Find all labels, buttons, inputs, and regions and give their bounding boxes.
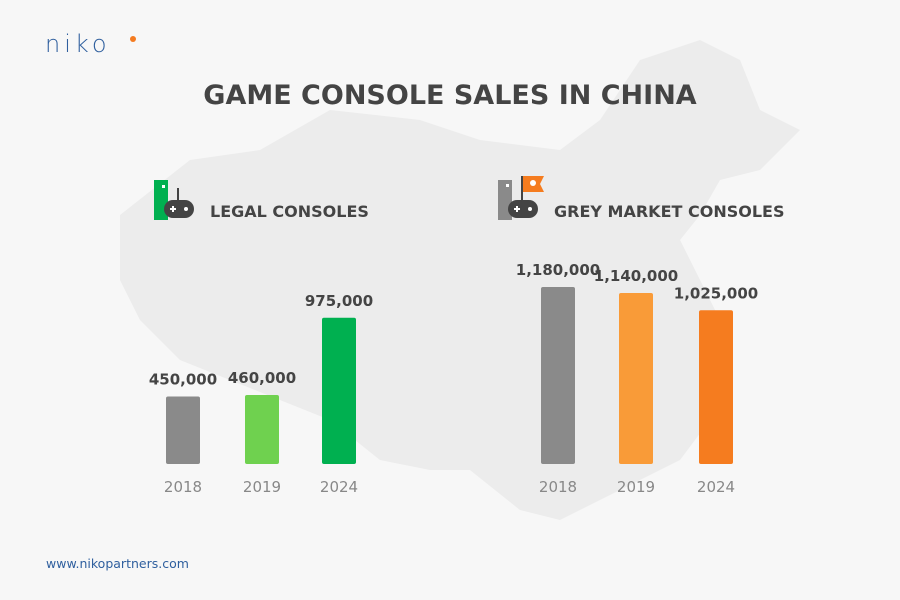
console-controller-icon [154, 180, 194, 220]
logo-dot [130, 36, 136, 42]
pirate-flag-console-icon [498, 176, 544, 220]
x-tick-label: 2019 [617, 478, 655, 496]
bar-2024 [322, 317, 356, 464]
x-tick-label: 2019 [243, 478, 281, 496]
bar-2019 [245, 395, 279, 464]
data-label: 450,000 [149, 371, 217, 389]
data-label: 975,000 [305, 292, 373, 310]
legal-consoles-title: LEGAL CONSOLES [210, 202, 369, 221]
page-title: GAME CONSOLE SALES IN CHINA [203, 80, 697, 111]
data-label: 460,000 [228, 369, 296, 387]
data-label: 1,025,000 [674, 284, 758, 302]
data-label: 1,140,000 [594, 267, 678, 285]
x-tick-label: 2018 [164, 478, 202, 496]
bar-2018 [166, 396, 200, 464]
niko-logo: niko [45, 30, 111, 58]
bar-2024 [699, 310, 733, 464]
data-label: 1,180,000 [516, 261, 600, 279]
x-tick-label: 2018 [539, 478, 577, 496]
bar-2018 [541, 287, 575, 464]
website-link[interactable]: www.nikopartners.com [46, 556, 189, 571]
x-tick-label: 2024 [320, 478, 358, 496]
grey-market-consoles-title: GREY MARKET CONSOLES [554, 202, 785, 221]
x-tick-label: 2024 [697, 478, 735, 496]
bar-2019 [619, 293, 653, 464]
